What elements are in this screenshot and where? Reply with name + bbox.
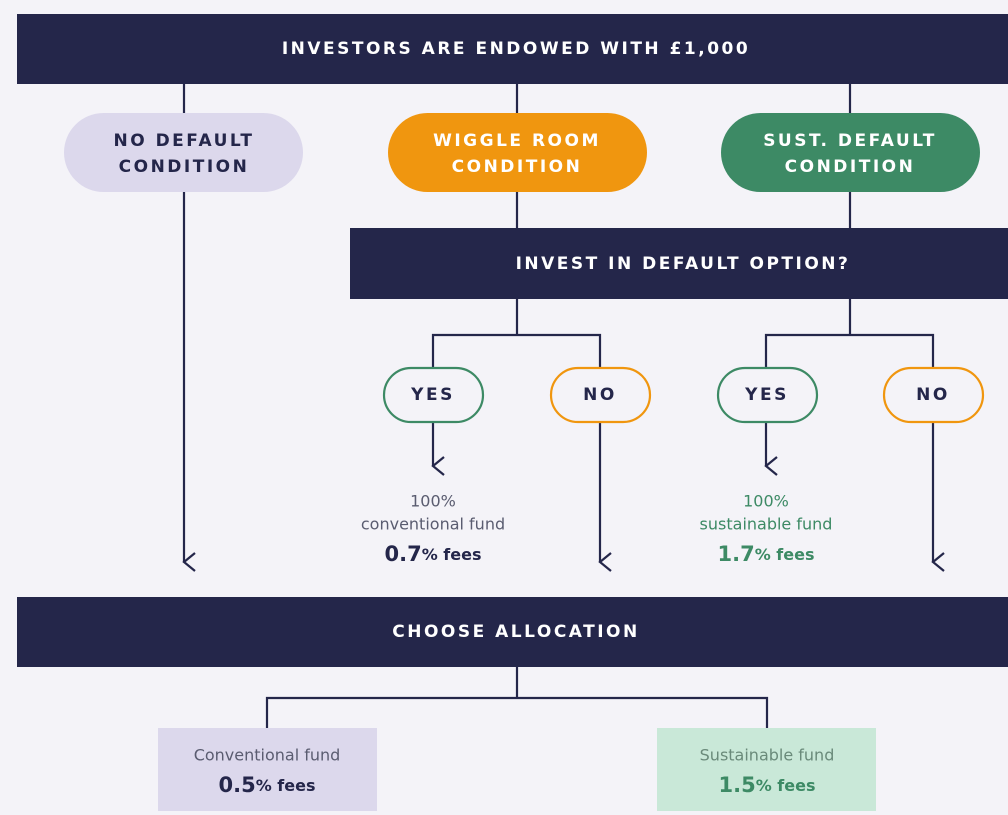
answer-label: YES [744,385,789,405]
default-fund: conventional fund [361,515,505,534]
default-fee: 1.7% fees [718,542,815,566]
fee-unit: % fees [755,545,815,564]
fee-value: 1.7 [718,542,755,566]
answer-pill [382,366,485,424]
fund-box [657,728,876,815]
condition-pill [721,113,980,192]
fund-name: Sustainable fund [700,746,835,765]
answer-pill [549,366,652,424]
connectors [182,84,945,728]
condition-label: SUST. DEFAULT [763,131,937,151]
default-share: 100% [743,492,789,511]
condition-label: CONDITION [452,157,583,177]
fund-box [158,728,377,815]
condition-label: CONDITION [119,157,250,177]
header-bar [17,14,1008,84]
fee-unit: % fees [256,776,316,795]
default-fund: sustainable fund [700,515,833,534]
condition-pill [64,113,303,192]
fund-fee: 1.5% fees [719,773,816,797]
condition-pill [388,113,647,192]
fee-unit: % fees [422,545,482,564]
answer-label: NO [916,385,950,405]
fee-value: 0.7 [385,542,422,566]
header-title: INVESTORS ARE ENDOWED WITH £1,000 [282,39,750,59]
allocation-bar [17,597,1008,667]
fee-unit: % fees [756,776,816,795]
answer-pill [716,366,819,424]
fund-name: Conventional fund [194,746,341,765]
condition-label: NO DEFAULT [113,131,254,151]
default-share: 100% [410,492,456,511]
condition-label: CONDITION [785,157,916,177]
question-bar [350,228,1008,299]
fund-fee: 0.5% fees [219,773,316,797]
answer-label: NO [583,385,617,405]
question-title: INVEST IN DEFAULT OPTION? [516,254,851,274]
fee-value: 0.5 [219,773,256,797]
condition-label: WIGGLE ROOM [433,131,601,151]
fee-value: 1.5 [719,773,756,797]
answer-pill [882,366,985,424]
answer-label: YES [410,385,455,405]
default-fee: 0.7% fees [385,542,482,566]
allocation-title: CHOOSE ALLOCATION [392,622,639,642]
